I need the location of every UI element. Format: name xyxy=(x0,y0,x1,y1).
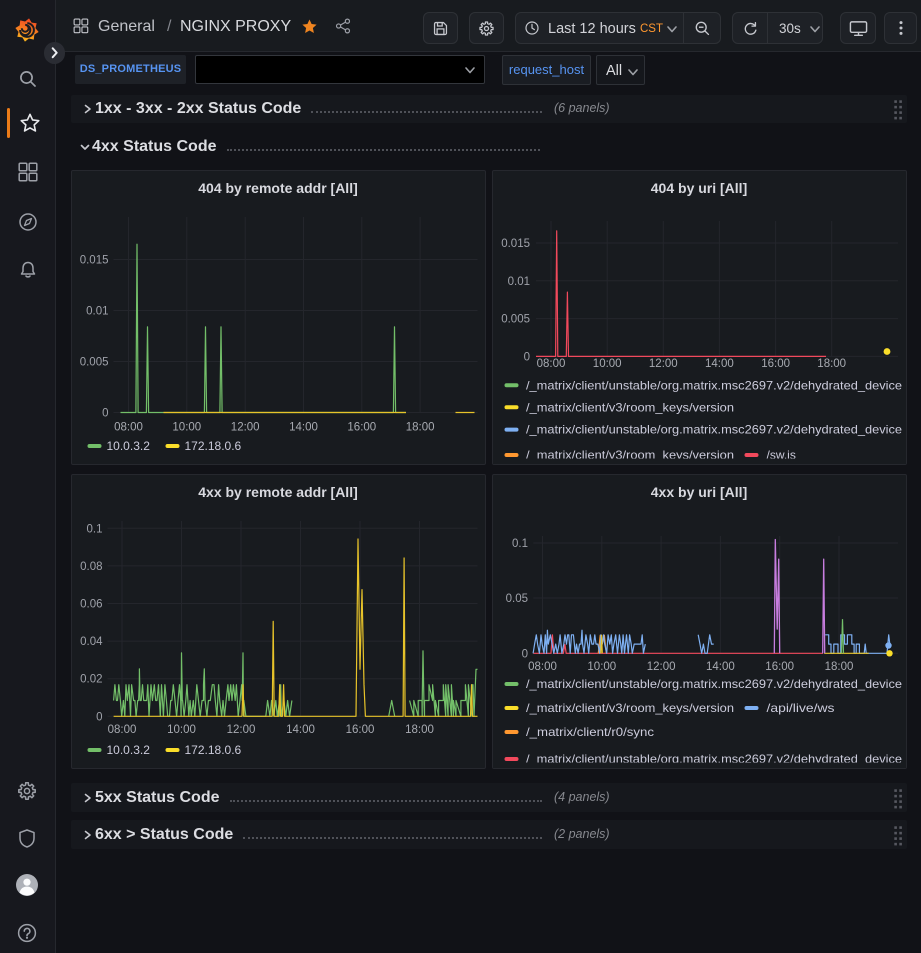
svg-text:08:00: 08:00 xyxy=(528,661,557,673)
svg-text:16:00: 16:00 xyxy=(761,358,790,370)
svg-text:0.005: 0.005 xyxy=(501,314,530,326)
svg-text:/_matrix/client/unstable/org.m: /_matrix/client/unstable/org.matrix.msc2… xyxy=(526,378,902,392)
svg-text:08:00: 08:00 xyxy=(537,358,566,370)
svg-text:0.1: 0.1 xyxy=(87,523,103,535)
svg-text:18:00: 18:00 xyxy=(825,661,854,673)
svg-text:0.06: 0.06 xyxy=(80,599,102,611)
svg-text:10:00: 10:00 xyxy=(587,661,616,673)
svg-text:0: 0 xyxy=(96,711,102,723)
svg-text:0.015: 0.015 xyxy=(80,255,109,267)
svg-text:10:00: 10:00 xyxy=(167,724,196,736)
svg-text:0.08: 0.08 xyxy=(80,561,102,573)
svg-text:0.05: 0.05 xyxy=(506,593,528,605)
svg-text:0.01: 0.01 xyxy=(508,276,530,288)
svg-text:4xx by uri [All]: 4xx by uri [All] xyxy=(651,484,747,500)
svg-text:/_matrix/client/v3/room_keys/v: /_matrix/client/v3/room_keys/version xyxy=(526,400,734,414)
svg-text:10:00: 10:00 xyxy=(593,358,622,370)
svg-text:10.0.3.2: 10.0.3.2 xyxy=(107,743,151,757)
svg-text:08:00: 08:00 xyxy=(114,422,143,434)
svg-text:0: 0 xyxy=(102,408,108,420)
svg-text:18:00: 18:00 xyxy=(406,422,435,434)
svg-text:0: 0 xyxy=(522,648,528,660)
svg-text:404 by remote addr [All]: 404 by remote addr [All] xyxy=(198,180,358,196)
svg-text:0: 0 xyxy=(524,351,530,363)
svg-text:0.015: 0.015 xyxy=(501,238,530,250)
svg-text:/api/live/ws: /api/live/ws xyxy=(767,701,835,715)
svg-text:/_matrix/client/unstable/org.m: /_matrix/client/unstable/org.matrix.msc2… xyxy=(526,423,902,437)
svg-text:0.1: 0.1 xyxy=(512,538,528,550)
svg-text:16:00: 16:00 xyxy=(347,422,376,434)
svg-text:14:00: 14:00 xyxy=(705,358,734,370)
svg-text:12:00: 12:00 xyxy=(647,661,676,673)
svg-text:172.18.0.6: 172.18.0.6 xyxy=(185,743,242,757)
svg-text:16:00: 16:00 xyxy=(765,661,794,673)
svg-text:0.04: 0.04 xyxy=(80,636,103,648)
svg-text:08:00: 08:00 xyxy=(108,724,137,736)
svg-text:12:00: 12:00 xyxy=(649,358,678,370)
svg-text:4xx by remote addr [All]: 4xx by remote addr [All] xyxy=(198,484,358,500)
svg-text:12:00: 12:00 xyxy=(231,422,260,434)
svg-text:0.005: 0.005 xyxy=(80,357,109,369)
svg-text:/_matrix/client/v3/room_keys/v: /_matrix/client/v3/room_keys/version xyxy=(526,701,734,715)
svg-text:/_matrix/client/unstable/org.m: /_matrix/client/unstable/org.matrix.msc2… xyxy=(526,677,902,691)
svg-text:404 by uri [All]: 404 by uri [All] xyxy=(651,180,747,196)
svg-text:10.0.3.2: 10.0.3.2 xyxy=(107,439,151,453)
svg-text:18:00: 18:00 xyxy=(405,724,434,736)
svg-text:10:00: 10:00 xyxy=(172,422,201,434)
svg-text:172.18.0.6: 172.18.0.6 xyxy=(185,439,242,453)
svg-text:18:00: 18:00 xyxy=(817,358,846,370)
svg-text:0.01: 0.01 xyxy=(86,306,108,318)
svg-text:/_matrix/client/r0/sync: /_matrix/client/r0/sync xyxy=(526,725,654,739)
svg-text:12:00: 12:00 xyxy=(227,724,256,736)
svg-text:16:00: 16:00 xyxy=(346,724,375,736)
svg-text:14:00: 14:00 xyxy=(289,422,318,434)
svg-text:0.02: 0.02 xyxy=(80,674,102,686)
svg-text:14:00: 14:00 xyxy=(706,661,735,673)
svg-text:14:00: 14:00 xyxy=(286,724,315,736)
